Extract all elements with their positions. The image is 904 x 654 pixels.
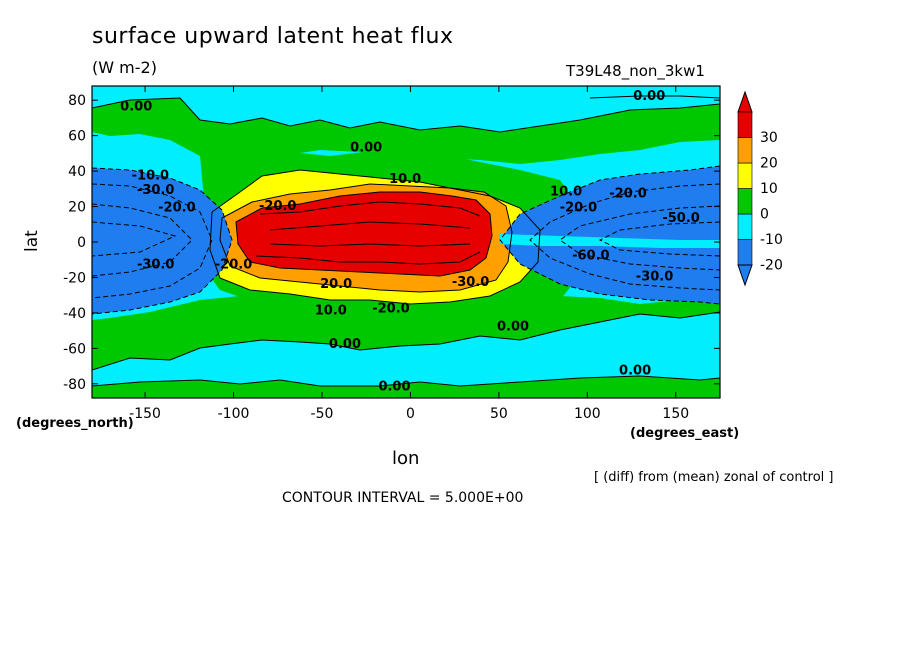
y-tick-label: -40 [63,306,86,322]
run-label: T39L48_non_3kw1 [566,62,705,80]
contour-label: 20.0 [320,277,352,292]
contour-line [589,95,720,99]
y-tick-label: 80 [68,93,86,109]
contour-line [269,243,471,247]
band-0-10-south [92,296,720,370]
colorbar: -20 -10 0 10 20 30 [737,90,783,287]
contour-label: 0.00 [120,100,152,115]
negative-contour-line [499,165,720,305]
contour-label: -30.0 [137,183,174,198]
x-tick-label: -150 [129,406,161,422]
x-tick-label: 150 [662,406,689,422]
contour-label: -30.0 [636,270,673,285]
contour-label: -20.0 [560,201,597,216]
contour-line [255,251,481,265]
colorbar-top-arrow [737,90,753,113]
contour-label: -60.0 [572,248,609,263]
contour-label: -20.0 [158,201,195,216]
y-tick-label: 20 [68,200,86,216]
y-tick-label: -20 [63,270,86,286]
chart-units: (W m-2) [92,58,157,77]
colorbar-label: -10 [760,232,783,248]
contour-label: -50.0 [662,211,699,226]
colorbar-swatch [737,137,753,164]
band-below-10-east [500,166,720,304]
colorbar-swatch [737,213,753,240]
y-axis-unit: (degrees_north) [16,416,134,431]
negative-contour-line [92,183,213,299]
x-axis-unit: (degrees_east) [630,426,740,441]
y-tick-label: -80 [63,377,86,393]
contour-label: -20.0 [215,257,252,272]
filled-contours [92,95,720,398]
band-0-10-south-pole [92,376,720,398]
colorbar-swatch [737,111,753,138]
chart-title: surface upward latent heat flux [92,24,454,49]
band-0-10-north [92,98,720,164]
contour-label: -30.0 [137,257,174,272]
colorbar-label: 0 [760,207,769,223]
y-tick-label: -60 [63,341,86,357]
contour-label: 10.0 [389,172,421,187]
contour-interval-note: CONTOUR INTERVAL = 5.000E+00 [282,490,524,506]
contour-line [92,97,720,133]
contour-label: 10.0 [550,185,582,200]
diff-note: [ (diff) from (mean) zonal of control ] [594,470,834,485]
contour-label: 0.00 [350,140,382,155]
contour-label: 0.00 [497,319,529,334]
contour-label: 0.00 [378,380,410,395]
band-above-30 [236,192,492,276]
negative-contour-line [598,221,720,257]
axes: -150 -100 -50 0 50 100 150 -80 -60 -40 -20 0 20 40 60 8… [63,86,720,422]
negative-contour-line [92,221,177,257]
contour-line [92,375,720,387]
contour-label: -20.0 [259,199,296,214]
colorbar-label: -20 [760,258,783,274]
contour-label: 0.00 [329,337,361,352]
y-tick-label: 0 [77,235,86,251]
negative-contour-line [559,205,720,271]
contour-line [259,201,481,217]
y-tick-label: 40 [68,164,86,180]
colorbar-label: 10 [760,181,778,197]
colorbar-swatch [737,239,753,266]
x-tick-label: -100 [218,406,250,422]
contour-line [92,311,720,371]
contour-line [235,191,493,277]
contour-label: 10.0 [315,303,347,318]
contour-label: -10.0 [132,169,169,184]
contour-label: -20.0 [372,302,409,317]
colorbar-swatch [737,162,753,189]
contour-label: -20.0 [609,186,646,201]
contour-line [209,169,541,305]
negative-contour-line [529,183,720,291]
contour-label: 0.00 [619,364,651,379]
band-equatorial-east [500,234,720,248]
contour-label: 0.00 [633,89,665,104]
contour-line [219,183,513,293]
x-tick-label: -50 [311,406,334,422]
colorbar-label: 30 [760,130,778,146]
x-tick-label: 100 [574,406,601,422]
band-below-10-west [92,168,232,314]
contour-label: -30.0 [452,275,489,290]
colorbar-swatch [737,188,753,215]
colorbar-bottom-arrow [737,264,753,287]
x-tick-label: 0 [406,406,415,422]
colorbar-label: 20 [760,156,778,172]
x-tick-label: 50 [490,406,508,422]
y-tick-label: 60 [68,129,86,145]
x-axis-label: lon [392,448,420,469]
negative-contour-line [92,167,233,315]
contour-line [269,221,471,231]
